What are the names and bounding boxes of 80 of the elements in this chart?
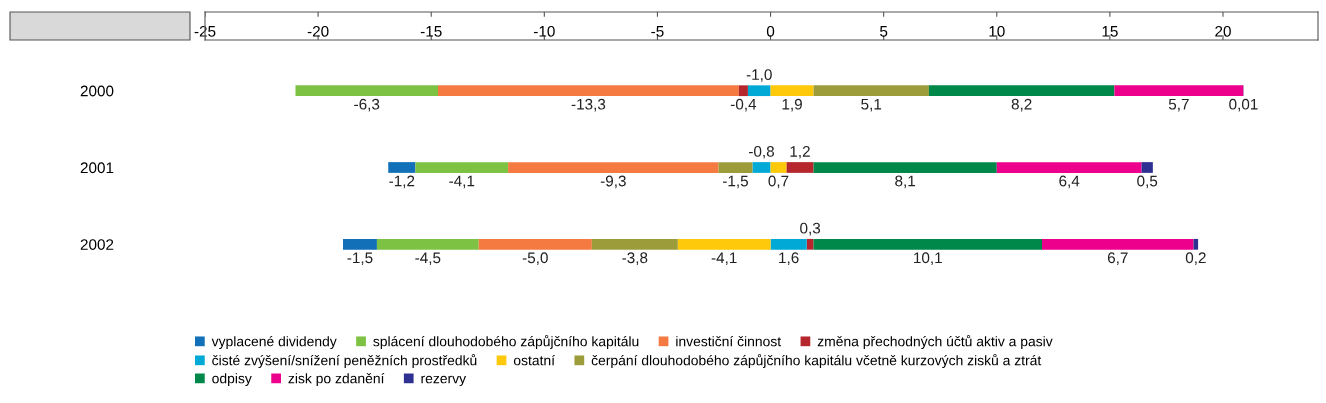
- legend-label: změna přechodných účtů aktiv a pasiv: [817, 335, 1053, 350]
- data-label: 0,5: [1137, 175, 1158, 189]
- data-label: 0,3: [800, 222, 821, 236]
- bar: [677, 238, 771, 250]
- x-tick-label: -25: [194, 25, 216, 37]
- bar: [752, 162, 771, 173]
- data-label: -4,1: [711, 252, 737, 265]
- data-label: -5,0: [522, 252, 548, 265]
- legend-label: odpisy: [212, 373, 252, 387]
- data-label: 1,2: [790, 145, 810, 159]
- bar: [591, 238, 678, 250]
- legend-label: čisté zvýšení/snížení peněžních prostředků: [212, 354, 477, 369]
- bar: [928, 85, 1115, 97]
- bar: [738, 85, 748, 97]
- bar: [415, 162, 509, 173]
- legend-label: vyplacené dividendy: [211, 335, 337, 350]
- data-label: -3,8: [622, 252, 648, 265]
- bar: [806, 238, 814, 250]
- data-label: 10,1: [914, 252, 942, 265]
- legend-label: rezervy: [421, 375, 467, 387]
- data-label: 5,1: [861, 98, 882, 112]
- bar: [813, 85, 929, 97]
- bar: [1042, 238, 1194, 250]
- x-tick-label: 10: [989, 25, 1005, 37]
- data-label: -9,3: [600, 175, 626, 189]
- data-label: 8,1: [895, 175, 916, 189]
- data-label: -0,4: [730, 98, 757, 112]
- bar: [770, 238, 807, 250]
- bar: [1141, 162, 1153, 173]
- bar: [438, 85, 739, 97]
- x-tick-label: 5: [880, 26, 888, 37]
- data-label: -1,2: [389, 175, 415, 189]
- legend-label: čerpání dlouhodobého zápůjčního kapitálu včetně kurzových zisků a ztrát: [591, 354, 1042, 369]
- x-tick-label: 0: [766, 25, 775, 37]
- data-label: -13,3: [571, 98, 606, 112]
- data-label: 8,2: [1011, 98, 1032, 112]
- data-label: 0,2: [1185, 252, 1206, 265]
- data-label: -0,8: [749, 145, 774, 159]
- bar: [786, 162, 814, 173]
- bar: [1193, 238, 1199, 250]
- x-tick-label: 20: [1215, 25, 1231, 37]
- bar: [996, 162, 1142, 173]
- bar: [295, 85, 439, 97]
- bar: [1114, 85, 1244, 97]
- data-label: 5,7: [1168, 98, 1189, 112]
- legend-label: zisk po zdanění: [288, 373, 385, 387]
- bar: [770, 85, 814, 97]
- legend-label: investiční činnost: [676, 335, 782, 347]
- y-tick-label: 2002: [80, 239, 114, 250]
- data-label: -1,5: [723, 175, 749, 189]
- data-label: 6,7: [1107, 252, 1128, 265]
- y-tick-label: 2000: [80, 85, 114, 97]
- x-tick-label: 15: [1102, 26, 1118, 37]
- bar: [508, 162, 719, 173]
- legend-label: splácení dlouhodobého zápůjčního kapitálu: [373, 335, 639, 350]
- bar: [813, 162, 997, 173]
- data-label: -4,1: [449, 175, 475, 189]
- data-label: -1,5: [347, 252, 373, 265]
- bar: [770, 162, 787, 173]
- bar: [813, 238, 1043, 250]
- bar: [342, 238, 377, 250]
- data-label: -1,0: [746, 69, 772, 82]
- data-label: 1,6: [779, 252, 799, 265]
- data-label: -6,3: [354, 98, 380, 112]
- x-tick-label: -10: [533, 25, 555, 37]
- x-tick-label: -5: [651, 26, 664, 37]
- bar: [478, 238, 592, 250]
- data-label: 0,01: [1229, 98, 1258, 112]
- x-tick-label: -15: [420, 26, 442, 37]
- y-tick-label: 2001: [80, 162, 114, 174]
- data-label: 1,9: [782, 98, 802, 112]
- data-label: 6,4: [1059, 175, 1080, 189]
- bar: [718, 162, 753, 173]
- bar: [376, 238, 479, 250]
- data-label: -4,5: [415, 252, 441, 265]
- x-tick-label: -20: [307, 25, 329, 37]
- legend-label: ostatní: [513, 354, 555, 366]
- bar: [388, 162, 416, 173]
- bar: [747, 85, 771, 97]
- data-label: 0,7: [768, 175, 789, 189]
